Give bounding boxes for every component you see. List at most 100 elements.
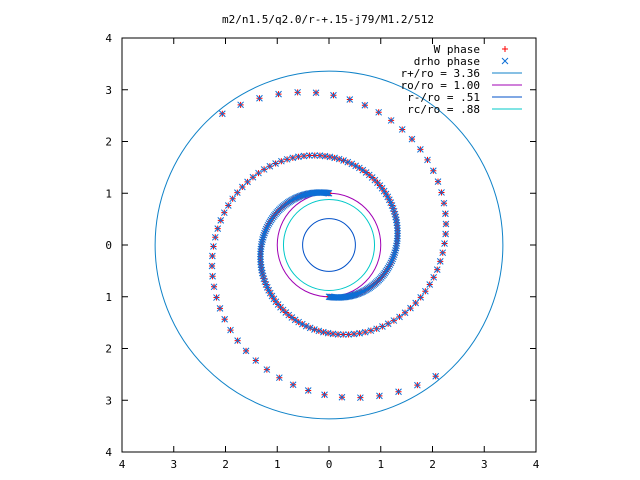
- point: [209, 272, 216, 280]
- point: [367, 327, 375, 335]
- point: [237, 101, 244, 109]
- point: [255, 169, 262, 177]
- point: [389, 255, 397, 263]
- point: [210, 283, 218, 291]
- point: [386, 261, 394, 269]
- point: [214, 225, 222, 232]
- point: [362, 169, 370, 176]
- point: [401, 309, 409, 317]
- point: [430, 273, 438, 281]
- point: [311, 326, 318, 333]
- point: [229, 195, 236, 203]
- point: [408, 135, 416, 143]
- point: [439, 249, 447, 257]
- point: [440, 199, 448, 207]
- y-tick-label: 4: [105, 446, 112, 459]
- point: [295, 318, 303, 326]
- circle-mark: [276, 192, 382, 298]
- point: [429, 167, 437, 175]
- point: [262, 225, 270, 233]
- point: [217, 217, 225, 224]
- y-tick-label: 2: [105, 343, 112, 356]
- point: [376, 392, 383, 400]
- point: [256, 94, 263, 102]
- circle-mark: [154, 70, 504, 420]
- point: [394, 235, 401, 242]
- point: [211, 233, 219, 241]
- point: [306, 152, 313, 159]
- point: [356, 329, 363, 337]
- point: [278, 157, 285, 165]
- point: [257, 261, 265, 268]
- point: [261, 227, 269, 235]
- point: [208, 262, 216, 270]
- point: [436, 258, 444, 265]
- point: [252, 357, 260, 364]
- point: [442, 230, 449, 238]
- point: [345, 331, 352, 338]
- x-tick-label: 4: [119, 458, 126, 471]
- point: [387, 259, 395, 267]
- point: [432, 372, 440, 380]
- point: [373, 325, 380, 333]
- point: [424, 156, 431, 164]
- point: [288, 314, 296, 321]
- point: [257, 253, 264, 260]
- point: [304, 190, 312, 198]
- point: [346, 96, 354, 103]
- point: [434, 178, 442, 185]
- point: [394, 227, 401, 235]
- point: [213, 294, 220, 301]
- point: [390, 251, 398, 259]
- point: [224, 202, 232, 209]
- point: [266, 162, 274, 170]
- point: [242, 347, 250, 355]
- x-tick-label: 3: [481, 458, 488, 471]
- point: [311, 152, 319, 159]
- point: [394, 224, 401, 232]
- point: [426, 281, 434, 288]
- point: [442, 210, 449, 218]
- y-tick-label: 2: [105, 136, 112, 149]
- point: [238, 183, 246, 191]
- point: [417, 294, 425, 301]
- circle-mark: [302, 218, 356, 272]
- point: [394, 232, 401, 240]
- point: [384, 264, 392, 272]
- point: [306, 324, 314, 332]
- point: [249, 173, 257, 181]
- point: [289, 154, 297, 162]
- legend-label: ro/ro = 1.00: [401, 79, 480, 92]
- point: [209, 252, 216, 260]
- point: [260, 231, 268, 239]
- point: [438, 189, 445, 196]
- point: [257, 255, 264, 263]
- point: [227, 326, 234, 334]
- point: [501, 57, 509, 65]
- point: [330, 91, 337, 99]
- point: [348, 160, 356, 168]
- point: [300, 152, 308, 160]
- point: [357, 394, 364, 402]
- point: [385, 263, 393, 270]
- legend-label: drho phase: [414, 55, 480, 68]
- y-tick-label: 1: [105, 291, 112, 304]
- point: [257, 258, 264, 266]
- point: [344, 158, 352, 166]
- point: [304, 387, 312, 394]
- point: [268, 292, 276, 300]
- point: [265, 220, 273, 227]
- point: [220, 209, 228, 217]
- point: [346, 292, 354, 300]
- point: [338, 393, 346, 401]
- point: [352, 162, 360, 170]
- point: [393, 222, 401, 229]
- point: [221, 315, 229, 323]
- point: [270, 295, 278, 303]
- y-tick-label: 4: [105, 32, 112, 45]
- point: [257, 264, 265, 271]
- point: [291, 316, 299, 324]
- y-tick-label: 0: [105, 239, 112, 252]
- point: [355, 164, 363, 172]
